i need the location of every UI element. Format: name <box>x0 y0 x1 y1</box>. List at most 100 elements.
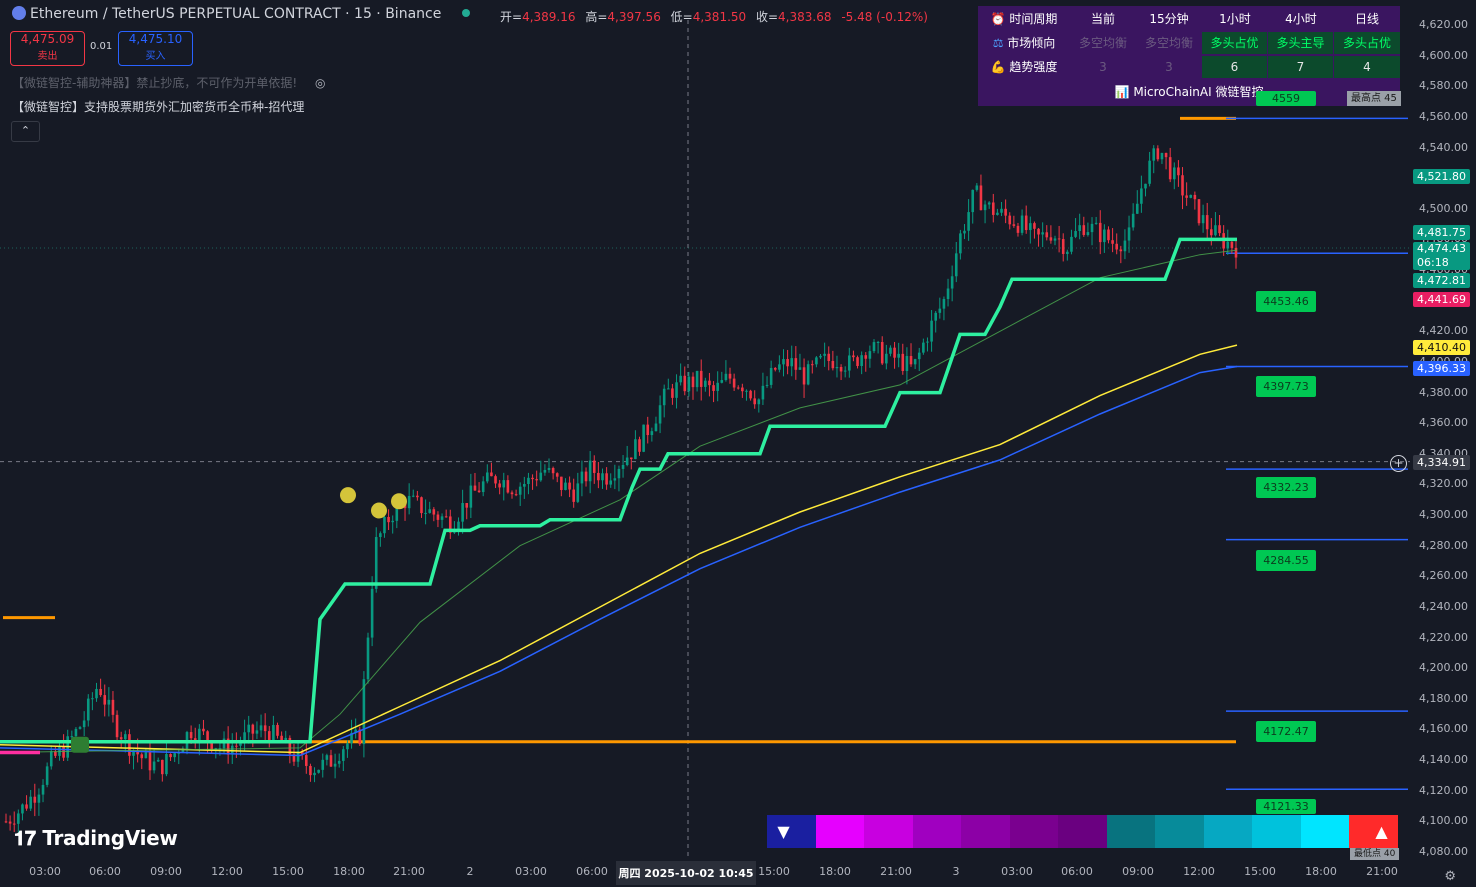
candle-body <box>671 388 674 398</box>
buy-button[interactable]: 4,475.10 买入 <box>118 31 193 66</box>
strip-segment <box>912 815 962 848</box>
candle-body <box>716 382 719 391</box>
candle-body <box>1210 229 1213 236</box>
level-label: 4397.73 <box>1256 376 1316 397</box>
price-badge: 4,521.80 <box>1413 169 1470 184</box>
candle-body <box>29 796 32 809</box>
price-tick: 4,120.00 <box>1419 783 1468 797</box>
candle-body <box>798 367 802 370</box>
table-header-daily: 日线 <box>1354 12 1379 26</box>
candle-body <box>790 358 794 367</box>
level-label: 4284.55 <box>1256 550 1316 571</box>
candle-body <box>263 725 267 732</box>
table-brand: 📊 MicroChainAI 微链智控 <box>1114 85 1264 99</box>
scales-icon: ⚖ <box>992 36 1004 50</box>
gear-icon[interactable]: ⚙ <box>1444 869 1456 884</box>
signal-dot <box>391 493 407 510</box>
candle-body <box>424 512 427 514</box>
candle-body <box>1041 232 1044 235</box>
price-tick: 4,080.00 <box>1419 845 1468 858</box>
price-axis[interactable]: 4,620.00 4,600.00 4,580.00 4,560.00 4,540.00… <box>1410 0 1476 887</box>
symbol-title[interactable]: Ethereum / TetherUS PERPETUAL CONTRACT ·… <box>12 6 470 22</box>
ohlc-readout: 开=4,389.16 高=4,397.56 低=4,381.50 收=4,383… <box>500 10 928 24</box>
candle-body <box>675 382 678 398</box>
candle-body <box>1078 225 1081 232</box>
candle-body <box>876 342 880 344</box>
candle-body <box>617 468 621 479</box>
candle-body <box>1214 225 1217 236</box>
up-arrow-icon: ▲ <box>1375 822 1388 841</box>
candle-body <box>119 737 123 740</box>
candle-body <box>103 695 107 705</box>
candle-body <box>773 367 777 370</box>
crosshair-time-badge <box>616 861 756 885</box>
candle-body <box>613 478 617 481</box>
candle-body <box>547 467 551 470</box>
candle-body <box>629 457 633 460</box>
indicator-legend-1[interactable]: 【微链智控-辅助神器】禁止抄底，不可作为开单依据! ◎ <box>12 76 326 90</box>
eth-logo-icon <box>12 6 26 20</box>
candle-body <box>78 727 82 729</box>
price-badge: 4,481.75 <box>1413 225 1470 240</box>
price-tick: 4,500.00 <box>1419 201 1468 215</box>
price-tick: 4,240.00 <box>1419 599 1468 613</box>
candle-body <box>1160 152 1164 160</box>
candle-body <box>679 375 682 383</box>
collapse-legend-button[interactable]: ⌃ <box>11 121 40 142</box>
table-row-strength-label: 💪 趋势强度 <box>990 60 1058 74</box>
candle-body <box>1172 167 1176 180</box>
time-tick: 06:00 <box>576 865 608 878</box>
candle-body <box>444 516 448 518</box>
candle-body <box>1144 183 1147 189</box>
candle-body <box>572 489 575 502</box>
candle-body <box>967 212 970 231</box>
candle-body <box>761 385 765 400</box>
candle-body <box>259 725 263 731</box>
strip-segment <box>961 815 1011 848</box>
candle-body <box>749 390 752 399</box>
candle-body <box>82 720 86 728</box>
candle-body <box>560 476 563 491</box>
candle-body <box>62 746 65 758</box>
candle-body <box>1226 241 1230 249</box>
candle-body <box>1000 208 1003 213</box>
tv-logo-icon: 𝟏𝟕 <box>14 826 36 850</box>
candle-body <box>843 370 847 372</box>
candle-body <box>745 390 748 392</box>
candle-body <box>1119 249 1123 252</box>
candle-body <box>1094 222 1098 224</box>
candle-body <box>309 765 312 776</box>
candle-body <box>161 759 164 775</box>
candle-body <box>946 288 950 300</box>
candle-body <box>852 355 855 358</box>
candle-body <box>1193 194 1197 200</box>
candle-body <box>206 731 209 742</box>
candle-body <box>1234 247 1238 258</box>
candle-body <box>860 355 863 366</box>
strip-segment <box>815 815 865 848</box>
candle-body <box>938 308 942 313</box>
table-cell: 多头占优 <box>1334 32 1400 54</box>
candle-body <box>909 356 913 365</box>
indicator-legend-2[interactable]: 【微链智控】支持股票期货外汇加密货币全币种-招代理 <box>12 100 305 114</box>
time-tick: 15:00 <box>758 865 790 878</box>
eye-hidden-icon[interactable]: ◎ <box>314 76 326 90</box>
price-badge: 4,410.40 <box>1413 340 1470 355</box>
sell-button[interactable]: 4,475.09 卖出 <box>10 31 85 66</box>
chevron-up-icon: ⌃ <box>20 124 31 137</box>
candle-body <box>835 367 839 369</box>
strip-segment <box>1349 815 1399 848</box>
strip-segment <box>1203 815 1253 848</box>
candle-body <box>391 520 394 523</box>
table-cell: 多头主导 <box>1268 32 1333 54</box>
candle-body <box>1111 240 1114 244</box>
candle-body <box>1066 251 1069 254</box>
tradingview-logo[interactable]: 𝟏𝟕 TradingView <box>14 826 178 850</box>
candle-body <box>905 356 909 371</box>
add-alert-icon[interactable]: + <box>1390 455 1407 472</box>
candle-body <box>276 724 279 736</box>
candle-body <box>370 588 374 638</box>
price-tick: 4,260.00 <box>1419 569 1468 583</box>
candle-body <box>518 486 522 495</box>
